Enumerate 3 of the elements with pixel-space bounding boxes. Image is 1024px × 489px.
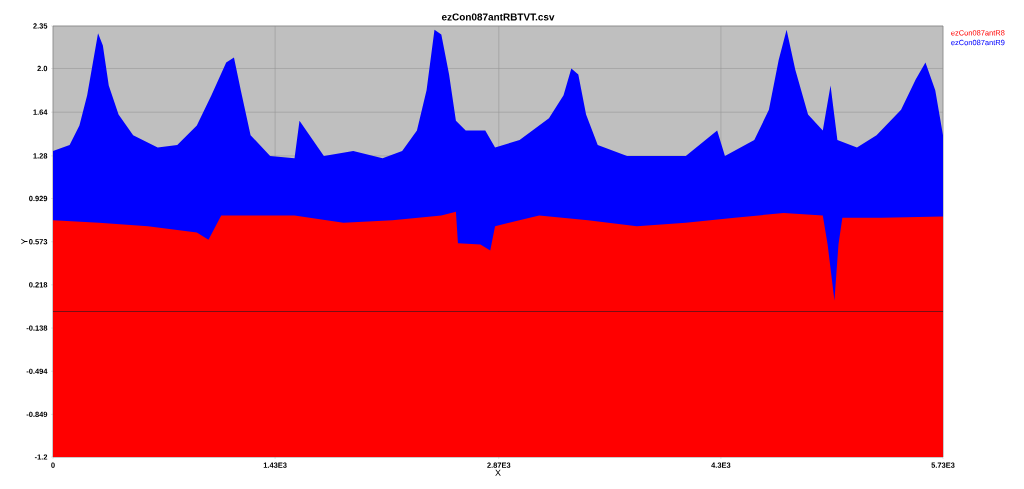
x-axis-title: X <box>495 469 501 476</box>
y-axis-title: Y <box>21 238 28 245</box>
chart-title: ezCon087antRBTVT.csv <box>441 13 555 21</box>
